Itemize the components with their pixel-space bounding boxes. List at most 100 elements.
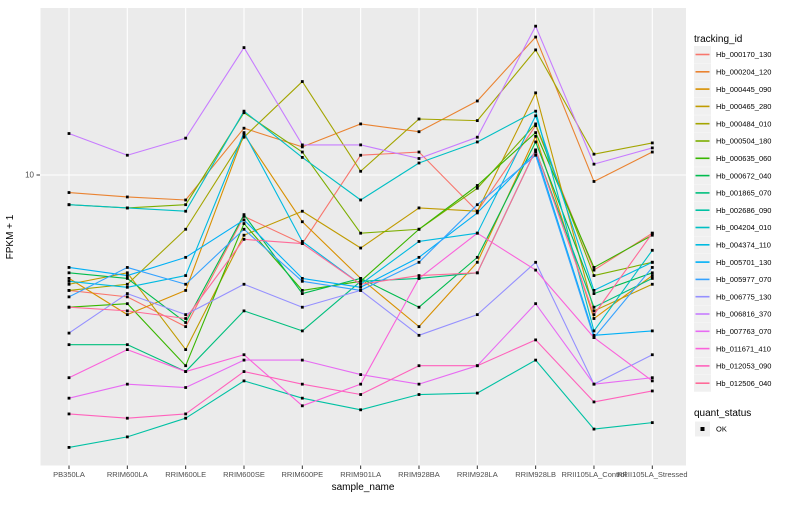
data-point — [242, 358, 246, 362]
legend-label: Hb_006816_370 — [716, 310, 771, 319]
data-point — [67, 445, 71, 449]
data-point — [417, 206, 421, 210]
x-tick-label: RRIM901LA — [340, 470, 381, 479]
data-point — [417, 260, 421, 264]
data-point — [67, 282, 71, 286]
data-point — [417, 382, 421, 386]
data-point — [592, 162, 596, 166]
data-point — [475, 271, 479, 275]
data-point — [67, 276, 71, 280]
data-point — [67, 132, 71, 135]
data-point — [300, 279, 304, 283]
tracking-id-legend-title: tracking_id — [694, 34, 742, 45]
data-point — [300, 358, 304, 362]
data-point — [534, 124, 538, 128]
data-point — [300, 155, 304, 159]
data-point — [242, 213, 246, 217]
data-point — [67, 289, 71, 292]
data-point — [184, 289, 188, 292]
data-point — [300, 305, 304, 309]
data-point — [417, 117, 421, 121]
data-point — [592, 289, 596, 292]
data-point — [592, 266, 596, 269]
data-point — [67, 279, 71, 283]
data-point — [417, 305, 421, 309]
data-point — [475, 211, 479, 215]
data-point — [125, 435, 129, 439]
data-point — [534, 268, 538, 272]
data-point — [300, 209, 304, 213]
data-point — [417, 364, 421, 368]
data-point — [300, 80, 304, 83]
data-point — [592, 292, 596, 295]
data-point — [125, 309, 129, 313]
data-point — [475, 184, 479, 187]
x-tick-label: RRIM928LA — [457, 470, 498, 479]
data-point — [242, 237, 246, 241]
data-point — [592, 427, 596, 431]
data-point — [417, 227, 421, 231]
data-point — [592, 180, 596, 183]
data-point — [300, 220, 304, 224]
legend-label: Hb_000504_180 — [716, 137, 771, 146]
data-point — [475, 119, 479, 123]
legend-label: Hb_006775_130 — [716, 292, 771, 301]
data-point — [184, 313, 188, 317]
data-point — [475, 364, 479, 368]
data-point — [417, 150, 421, 154]
data-point — [650, 376, 654, 380]
data-point — [650, 150, 654, 154]
data-point — [184, 348, 188, 351]
data-point — [417, 240, 421, 243]
legend-label: Hb_002686_090 — [716, 206, 771, 215]
data-point — [534, 140, 538, 144]
data-point — [650, 248, 654, 252]
data-point — [242, 126, 246, 130]
data-point — [67, 343, 71, 347]
data-point — [300, 145, 304, 149]
data-point — [417, 333, 421, 337]
data-points — [67, 24, 654, 449]
data-point — [475, 140, 479, 144]
data-point — [125, 282, 129, 286]
data-point — [242, 353, 246, 357]
data-point — [242, 131, 246, 135]
data-point — [67, 305, 71, 309]
data-point — [417, 157, 421, 160]
data-point — [300, 289, 304, 292]
data-point — [359, 373, 363, 376]
data-point — [184, 255, 188, 259]
data-point — [125, 382, 129, 386]
data-point — [67, 396, 71, 400]
data-point — [184, 370, 188, 373]
data-point — [67, 295, 71, 299]
data-point — [650, 231, 654, 235]
data-point — [534, 338, 538, 342]
x-tick-label: RRIM600LE — [165, 470, 206, 479]
data-point — [184, 227, 188, 231]
data-point — [534, 134, 538, 138]
data-point — [242, 109, 246, 113]
legend-label: Hb_000170_130 — [716, 50, 771, 59]
data-point — [650, 233, 654, 237]
data-point — [125, 206, 129, 210]
data-point — [359, 408, 363, 412]
data-point — [184, 412, 188, 416]
data-point — [242, 135, 246, 139]
tracking-id-legend: Hb_000170_130 Hb_000204_120 Hb_000445_090 H… — [694, 46, 771, 392]
legend-label: Hb_000635_060 — [716, 154, 771, 163]
data-point — [650, 266, 654, 269]
legend-label: Hb_000445_090 — [716, 85, 771, 94]
data-point — [184, 209, 188, 213]
data-point — [300, 292, 304, 295]
data-point — [359, 122, 363, 126]
data-point — [534, 302, 538, 306]
data-point — [300, 143, 304, 147]
data-point — [359, 285, 363, 289]
data-point — [534, 358, 538, 362]
data-point — [592, 309, 596, 313]
data-point — [475, 260, 479, 264]
quant-key-square — [700, 427, 705, 431]
data-point — [650, 379, 654, 383]
data-point — [359, 231, 363, 235]
